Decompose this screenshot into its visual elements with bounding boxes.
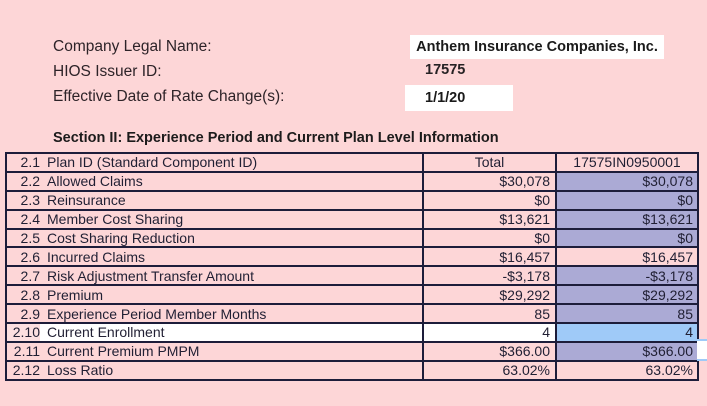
plan-value-cell[interactable]: $0 bbox=[555, 227, 699, 249]
company-legal-name-cell[interactable]: Anthem Insurance Companies, Inc. bbox=[410, 35, 664, 59]
row-label: Reinsurance bbox=[47, 192, 126, 209]
effective-date-label: Effective Date of Rate Change(s): bbox=[53, 88, 285, 105]
experience-period-table: 2.1 Plan ID (Standard Component ID) Total 1… bbox=[5, 152, 699, 381]
row-id: 2.1 bbox=[20, 154, 40, 171]
row-id: 2.9 bbox=[20, 305, 40, 322]
plan-header-cell[interactable]: 17575IN0950001 bbox=[555, 152, 699, 173]
plan-value-cell[interactable]: $29,292 bbox=[555, 284, 699, 306]
total-value-cell[interactable]: $0 bbox=[422, 227, 557, 249]
plan-value-cell[interactable]: $0 bbox=[555, 189, 699, 211]
row-id: 2.3 bbox=[20, 192, 40, 209]
table-row: 2.10 Current Enrollment 4 4 bbox=[5, 322, 699, 343]
table-row: 2.1 Plan ID (Standard Component ID) Total 1… bbox=[5, 152, 699, 173]
row-label: Plan ID (Standard Component ID) bbox=[47, 154, 258, 171]
row-id: 2.4 bbox=[20, 211, 40, 228]
row-label: Cost Sharing Reduction bbox=[47, 230, 195, 246]
row-id: 2.6 bbox=[20, 248, 40, 265]
plan-value-cell-selected[interactable]: 4 bbox=[555, 322, 699, 343]
row-label-cell[interactable]: 2.11 Current Premium PMPM bbox=[5, 340, 424, 362]
row-label: Member Cost Sharing bbox=[47, 211, 184, 228]
plan-value-cell[interactable]: 63.02% bbox=[555, 359, 699, 381]
total-value-cell[interactable]: $366.00 bbox=[422, 340, 557, 362]
row-label-cell[interactable]: 2.9 Experience Period Member Months bbox=[5, 303, 424, 325]
row-id: 2.8 bbox=[20, 286, 40, 303]
total-value-cell[interactable]: 4 bbox=[422, 322, 557, 343]
total-value-cell[interactable]: $29,292 bbox=[422, 284, 557, 306]
row-label: Risk Adjustment Transfer Amount bbox=[47, 267, 254, 284]
table-row: 2.4 Member Cost Sharing $13,621 $13,621 bbox=[5, 208, 699, 230]
row-label-cell[interactable]: 2.12 Loss Ratio bbox=[5, 359, 424, 381]
row-id: 2.12 bbox=[12, 362, 40, 379]
total-value-cell[interactable]: $0 bbox=[422, 189, 557, 211]
hios-issuer-id-cell[interactable]: 17575 bbox=[425, 62, 466, 78]
company-legal-name-value: Anthem Insurance Companies, Inc. bbox=[416, 39, 658, 55]
total-value-cell[interactable]: $13,621 bbox=[422, 208, 557, 230]
table-row: 2.9 Experience Period Member Months 85 85 bbox=[5, 303, 699, 325]
row-label-cell[interactable]: 2.1 Plan ID (Standard Component ID) bbox=[5, 152, 424, 173]
row-id: 2.2 bbox=[20, 173, 40, 190]
total-value-cell[interactable]: $30,078 bbox=[422, 170, 557, 192]
row-label-cell[interactable]: 2.7 Risk Adjustment Transfer Amount bbox=[5, 265, 424, 287]
row-label: Incurred Claims bbox=[47, 248, 146, 265]
total-header-cell[interactable]: Total bbox=[422, 152, 557, 173]
section-title: Section II: Experience Period and Curren… bbox=[53, 130, 499, 146]
table-row: 2.3 Reinsurance $0 $0 bbox=[5, 189, 699, 211]
total-value-cell[interactable]: -$3,178 bbox=[422, 265, 557, 287]
plan-value-cell[interactable]: $16,457 bbox=[555, 246, 699, 268]
total-value-cell[interactable]: 63.02% bbox=[422, 359, 557, 381]
plan-value-cell[interactable]: $13,621 bbox=[555, 208, 699, 230]
table-row: 2.2 Allowed Claims $30,078 $30,078 bbox=[5, 170, 699, 192]
row-label-cell[interactable]: 2.3 Reinsurance bbox=[5, 189, 424, 211]
row-label: Allowed Claims bbox=[47, 173, 143, 190]
row-id: 2.5 bbox=[20, 230, 40, 246]
total-value-cell[interactable]: $16,457 bbox=[422, 246, 557, 268]
selection-extension-strip bbox=[697, 339, 707, 361]
plan-value-cell[interactable]: -$3,178 bbox=[555, 265, 699, 287]
table-row: 2.11 Current Premium PMPM $366.00 $366.00 bbox=[5, 340, 699, 362]
company-legal-name-label: Company Legal Name: bbox=[53, 38, 212, 55]
row-id: 2.10 bbox=[8, 325, 40, 340]
plan-value-cell[interactable]: 85 bbox=[555, 303, 699, 325]
row-label: Current Enrollment bbox=[47, 324, 165, 341]
row-label-cell[interactable]: 2.8 Premium bbox=[5, 284, 424, 306]
table-row: 2.12 Loss Ratio 63.02% 63.02% bbox=[5, 359, 699, 381]
row-label-cell[interactable]: 2.6 Incurred Claims bbox=[5, 246, 424, 268]
row-label-cell[interactable]: 2.5 Cost Sharing Reduction bbox=[5, 227, 424, 249]
table-row: 2.8 Premium $29,292 $29,292 bbox=[5, 284, 699, 306]
plan-value-cell[interactable]: $366.00 bbox=[555, 340, 699, 362]
hios-issuer-id-label: HIOS Issuer ID: bbox=[53, 63, 162, 80]
row-id: 2.7 bbox=[20, 267, 40, 284]
row-label: Loss Ratio bbox=[47, 362, 114, 379]
row-label-cell[interactable]: 2.10 Current Enrollment bbox=[5, 322, 424, 343]
table-row: 2.6 Incurred Claims $16,457 $16,457 bbox=[5, 246, 699, 268]
row-label-cell[interactable]: 2.2 Allowed Claims bbox=[5, 170, 424, 192]
effective-date-value: 1/1/20 bbox=[425, 90, 466, 106]
row-label: Experience Period Member Months bbox=[47, 305, 267, 322]
row-label: Premium bbox=[47, 286, 104, 303]
row-label: Current Premium PMPM bbox=[47, 343, 200, 360]
row-id: 2.11 bbox=[13, 343, 40, 360]
table-row: 2.7 Risk Adjustment Transfer Amount -$3,17… bbox=[5, 265, 699, 287]
plan-value-cell[interactable]: $30,078 bbox=[555, 170, 699, 192]
effective-date-cell[interactable]: 1/1/20 bbox=[405, 85, 513, 111]
row-label-cell[interactable]: 2.4 Member Cost Sharing bbox=[5, 208, 424, 230]
table-row: 2.5 Cost Sharing Reduction $0 $0 bbox=[5, 227, 699, 249]
total-value-cell[interactable]: 85 bbox=[422, 303, 557, 325]
